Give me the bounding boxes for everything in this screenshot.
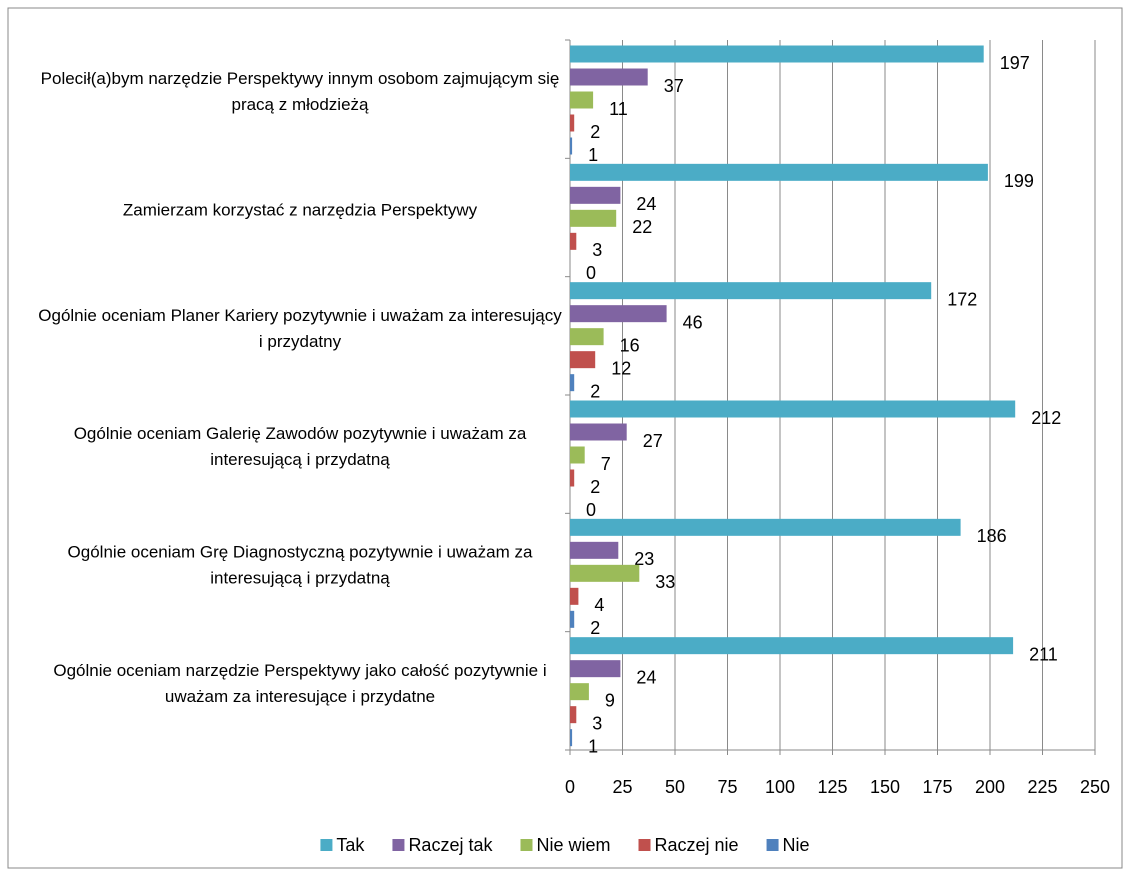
bar: [570, 706, 577, 724]
value-label: 23: [634, 549, 654, 569]
bar: [570, 518, 961, 536]
legend-swatch: [766, 839, 779, 851]
value-label: 12: [611, 358, 631, 378]
legend-label: Nie wiem: [536, 835, 610, 855]
value-label: 1: [588, 736, 598, 756]
value-label: 186: [977, 526, 1007, 546]
bar: [570, 400, 1016, 418]
value-label: 2: [590, 122, 600, 142]
bar: [570, 637, 1014, 655]
category-label: Polecił(a)bym narzędzie Perspektywy inny…: [41, 70, 560, 115]
value-label: 37: [664, 76, 684, 96]
value-label: 2: [590, 381, 600, 401]
category-label: Ogólnie oceniam Planer Kariery pozytywni…: [38, 306, 562, 351]
bar: [570, 186, 621, 204]
bar: [570, 282, 932, 300]
bar: [570, 209, 617, 227]
bar: [570, 374, 575, 392]
bar: [570, 68, 648, 86]
bar: [570, 351, 596, 369]
value-label: 212: [1031, 408, 1061, 428]
x-tick-label: 150: [870, 777, 900, 797]
value-label: 211: [1029, 644, 1058, 664]
legend-swatch: [320, 839, 333, 851]
bar: [570, 469, 575, 487]
x-tick-label: 0: [565, 777, 575, 797]
value-label: 3: [592, 713, 602, 733]
x-tick-label: 75: [717, 777, 737, 797]
value-label: 199: [1004, 171, 1034, 191]
legend-label: Raczej tak: [408, 835, 493, 855]
value-label: 9: [605, 690, 615, 710]
legend-label: Raczej nie: [655, 835, 739, 855]
x-tick-label: 200: [975, 777, 1005, 797]
value-label: 33: [655, 572, 675, 592]
value-label: 1: [588, 145, 598, 165]
x-tick-label: 25: [612, 777, 632, 797]
bar: [570, 729, 573, 747]
legend-swatch: [520, 839, 533, 851]
bar: [570, 683, 589, 701]
legend-swatch: [392, 839, 405, 851]
bar: [570, 564, 640, 582]
bar: [570, 91, 594, 109]
value-label: 197: [1000, 53, 1030, 73]
value-label: 46: [683, 312, 703, 332]
x-tick-label: 50: [665, 777, 685, 797]
value-label: 7: [601, 454, 611, 474]
bar: [570, 232, 577, 250]
bar: [570, 423, 627, 441]
bar: [570, 660, 621, 678]
value-label: 0: [586, 263, 596, 283]
bar: [570, 163, 988, 181]
value-label: 27: [643, 431, 663, 451]
bar: [570, 610, 575, 628]
value-label: 0: [586, 500, 596, 520]
bar: [570, 114, 575, 132]
value-label: 3: [592, 240, 602, 260]
bar: [570, 45, 984, 63]
bar: [570, 305, 667, 323]
x-tick-label: 100: [765, 777, 795, 797]
legend-swatch: [638, 839, 651, 851]
value-label: 16: [620, 335, 640, 355]
category-label: Ogólnie oceniam Galerię Zawodów pozytywn…: [74, 425, 527, 470]
value-label: 11: [609, 99, 628, 119]
x-tick-label: 225: [1027, 777, 1057, 797]
value-label: 2: [590, 477, 600, 497]
value-label: 2: [590, 618, 600, 638]
chart-border: [7, 7, 1123, 869]
x-tick-label: 175: [922, 777, 952, 797]
value-label: 4: [594, 595, 604, 615]
bar: [570, 446, 585, 464]
bar: [570, 541, 619, 559]
legend-label: Nie: [783, 835, 810, 855]
bar: [570, 587, 579, 605]
x-tick-label: 125: [817, 777, 847, 797]
category-label: Zamierzam korzystać z narzędzia Perspekt…: [123, 201, 478, 220]
bar: [570, 328, 604, 346]
x-tick-label: 250: [1080, 777, 1110, 797]
value-label: 22: [632, 217, 652, 237]
value-label: 24: [636, 194, 656, 214]
category-label: Ogólnie oceniam Grę Diagnostyczną pozyty…: [68, 543, 533, 588]
value-label: 24: [636, 667, 656, 687]
category-label: Ogólnie oceniam narzędzie Perspektywy ja…: [53, 661, 546, 706]
value-label: 172: [947, 289, 977, 309]
bar: [570, 137, 573, 155]
legend-label: Tak: [336, 835, 365, 855]
